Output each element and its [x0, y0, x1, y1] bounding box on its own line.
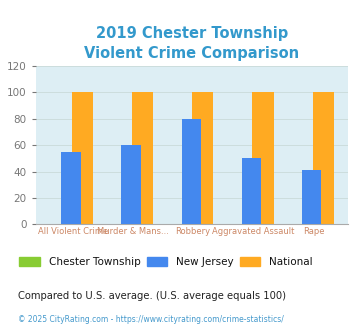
Legend: Chester Township, New Jersey, National: Chester Township, New Jersey, National: [20, 257, 312, 267]
Text: © 2025 CityRating.com - https://www.cityrating.com/crime-statistics/: © 2025 CityRating.com - https://www.city…: [18, 315, 284, 324]
Bar: [302, 170, 321, 224]
Bar: [242, 158, 261, 224]
Bar: [192, 92, 213, 224]
Bar: [132, 92, 153, 224]
Bar: [252, 92, 274, 224]
Bar: [61, 152, 81, 224]
Bar: [312, 92, 334, 224]
Bar: [121, 145, 141, 224]
Text: Compared to U.S. average. (U.S. average equals 100): Compared to U.S. average. (U.S. average …: [18, 291, 286, 301]
Bar: [182, 119, 201, 224]
Title: 2019 Chester Township
Violent Crime Comparison: 2019 Chester Township Violent Crime Comp…: [84, 26, 299, 61]
Bar: [72, 92, 93, 224]
